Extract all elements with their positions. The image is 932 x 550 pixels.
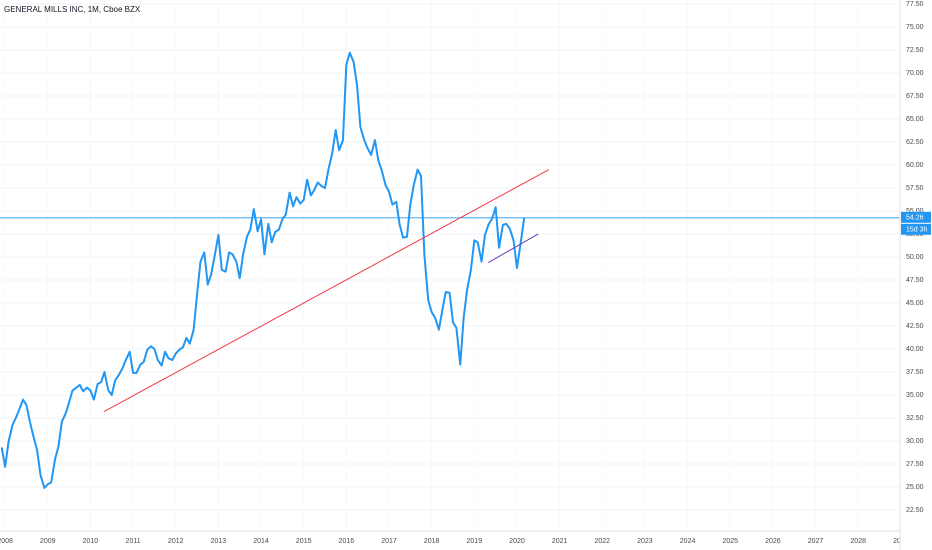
y-tick-label: 42.50	[906, 323, 924, 330]
x-tick-label: 2016	[339, 538, 355, 545]
y-axis-panel	[900, 0, 932, 550]
x-tick-label: 2018	[424, 538, 440, 545]
grid	[0, 3, 900, 511]
x-axis: 2008 2009 2010 2011 2012 2013 2014 2015 2016 2017…	[0, 538, 909, 545]
chart-title: GENERAL MILLS INC, 1M, Cboe BZX	[4, 5, 141, 14]
y-tick-label: 60.00	[906, 162, 924, 169]
trend-line	[488, 233, 539, 263]
countdown-tag	[901, 223, 931, 235]
y-tick-label: 72.50	[906, 47, 924, 54]
x-tick-label: 2017	[381, 538, 397, 545]
x-tick-label: 2028	[850, 538, 866, 545]
plot-area	[0, 51, 900, 489]
x-tick-label: 2011	[126, 538, 141, 545]
y-tick-label: 35.00	[906, 392, 924, 399]
x-tick-label: 2026	[765, 538, 781, 545]
y-tick-label: 32.50	[906, 415, 924, 422]
x-tick-label: 2024	[680, 538, 696, 545]
x-tick-label: 2010	[83, 538, 99, 545]
price-line	[0, 51, 526, 489]
y-tick-label: 27.50	[906, 461, 924, 468]
y-tick-label: 70.00	[906, 70, 924, 77]
y-tick-label: 77.50	[906, 1, 924, 8]
y-tick-label: 62.50	[906, 139, 924, 146]
y-tick-label: 65.00	[906, 116, 924, 123]
y-tick-label: 22.50	[906, 507, 924, 514]
x-tick-label: 2009	[40, 538, 56, 545]
x-tick-label: 2008	[0, 538, 13, 545]
x-tick-label: 2012	[168, 538, 184, 545]
x-tick-label: 2021	[552, 538, 568, 545]
last-price-label: 54.26	[906, 215, 924, 222]
countdown-label: 15d 3h	[906, 227, 928, 234]
y-tick-label: 30.00	[906, 438, 924, 445]
x-tick-label: 2019	[467, 538, 483, 545]
x-tick-label: 2015	[296, 538, 312, 545]
x-tick-label: 2013	[211, 538, 227, 545]
y-tick-label: 37.50	[906, 369, 924, 376]
y-tick-label: 50.00	[906, 254, 924, 261]
last-price-tag	[901, 211, 931, 223]
trend-line	[103, 169, 550, 413]
y-tick-label: 75.00	[906, 24, 924, 31]
y-tick-label: 45.00	[906, 300, 924, 307]
x-tick-label: 2022	[594, 538, 610, 545]
x-tick-label: 2020	[509, 538, 525, 545]
x-tick-label: 2023	[637, 538, 653, 545]
x-tick-label: 2027	[808, 538, 824, 545]
y-tick-label: 55.00	[906, 208, 924, 215]
y-tick-label: 40.00	[906, 346, 924, 353]
y-tick-label: 57.50	[906, 185, 924, 192]
y-tick-label: 67.50	[906, 93, 924, 100]
x-tick-label: 2014	[253, 538, 269, 545]
y-tick-label: 25.00	[906, 484, 924, 491]
y-axis: 22.50 25.00 27.50 30.00 32.50 35.00 37.50 40.00…	[901, 1, 931, 514]
y-tick-label: 47.50	[906, 277, 924, 284]
x-tick-label: 2025	[722, 538, 738, 545]
